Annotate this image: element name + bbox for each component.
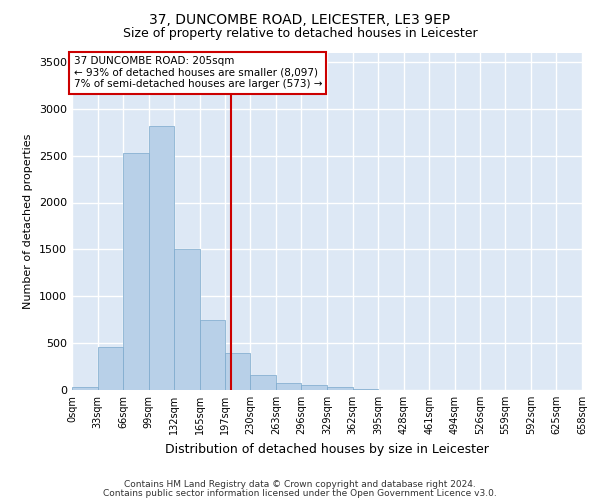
Text: Size of property relative to detached houses in Leicester: Size of property relative to detached ho…: [122, 28, 478, 40]
Text: Contains HM Land Registry data © Crown copyright and database right 2024.: Contains HM Land Registry data © Crown c…: [124, 480, 476, 489]
X-axis label: Distribution of detached houses by size in Leicester: Distribution of detached houses by size …: [165, 442, 489, 456]
Y-axis label: Number of detached properties: Number of detached properties: [23, 134, 34, 309]
Bar: [301, 385, 327, 390]
Bar: [123, 153, 149, 390]
Text: 37, DUNCOMBE ROAD, LEICESTER, LE3 9EP: 37, DUNCOMBE ROAD, LEICESTER, LE3 9EP: [149, 12, 451, 26]
Bar: [72, 387, 98, 390]
Bar: [98, 347, 123, 390]
Bar: [327, 387, 353, 390]
Bar: [224, 354, 250, 390]
Bar: [353, 389, 378, 390]
Bar: [250, 376, 276, 390]
Bar: [200, 320, 224, 390]
Text: 37 DUNCOMBE ROAD: 205sqm
← 93% of detached houses are smaller (8,097)
7% of semi: 37 DUNCOMBE ROAD: 205sqm ← 93% of detach…: [74, 56, 322, 90]
Text: Contains public sector information licensed under the Open Government Licence v3: Contains public sector information licen…: [103, 490, 497, 498]
Bar: [276, 382, 301, 390]
Bar: [175, 250, 200, 390]
Bar: [149, 126, 175, 390]
